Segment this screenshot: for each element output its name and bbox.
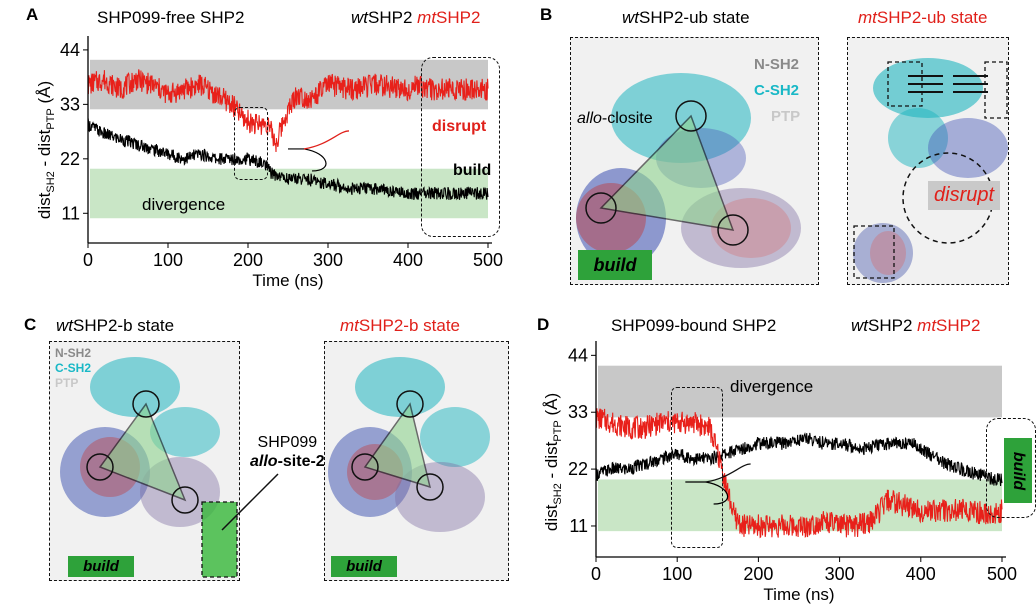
chart-d: 11 22 33 44 0 100 200 300 400 500 Time (ns) <box>568 341 1017 604</box>
allo-closite-label: allo-closite <box>577 110 653 128</box>
panel-label-d: D <box>537 315 550 334</box>
arrow-path-red <box>705 463 751 483</box>
panel-d-legend: wtSHP2 mtSHP2 <box>851 316 980 336</box>
legend-mt-prefix: mt <box>917 316 937 335</box>
chart-a-ylabel: distSH2 - distPTP (Å) <box>34 80 58 220</box>
y-tick-label: 33 <box>60 94 80 114</box>
legend-ptp: PTP <box>771 108 801 125</box>
x-tick-label: 200 <box>233 250 263 270</box>
legend-wt-suffix: SHP2 <box>368 8 413 27</box>
y-tick-label: 11 <box>569 516 588 536</box>
title-suffix: SHP2-ub state <box>876 8 988 27</box>
panel-d-title: SHP099-bound SHP2 <box>611 316 777 335</box>
y-tick-label: 44 <box>60 40 80 60</box>
annotation-divergence: divergence <box>142 195 226 214</box>
title-prefix: wt <box>622 8 639 27</box>
panel-c-left-title: wtSHP2-b state <box>56 316 174 336</box>
site-suffix: -site-2 <box>277 453 325 470</box>
legend-wt-suffix: SHP2 <box>868 316 913 335</box>
site-pointer-line <box>221 473 279 531</box>
title-prefix: mt <box>340 316 359 335</box>
x-tick-label: 0 <box>591 564 601 584</box>
title-suffix: SHP2-ub state <box>639 8 750 27</box>
y-tick-label: 22 <box>60 149 80 169</box>
dashed-box-d-1 <box>671 387 723 548</box>
dashed-box-a-1 <box>234 107 268 180</box>
panel-label-c: C <box>24 315 37 334</box>
panel-a-title: SHP099-free SHP2 <box>97 8 245 27</box>
x-tick-label: 400 <box>393 250 423 270</box>
x-tick-label: 500 <box>473 250 503 270</box>
x-tick-label: 100 <box>662 564 692 584</box>
title-suffix: SHP2-b state <box>73 316 175 335</box>
legend-mt-prefix: mt <box>417 8 437 27</box>
legend-mt-suffix: SHP2 <box>436 8 481 27</box>
arrow-path-red <box>303 130 350 150</box>
structure-image-b-left: N-SH2 C-SH2 PTP allo-closite build <box>570 37 819 285</box>
allo-suffix: -closite <box>601 110 653 127</box>
annotation-disrupt: disrupt <box>432 118 487 135</box>
build-label-d: build <box>1004 438 1032 503</box>
band-divergence <box>598 365 1002 418</box>
allo-prefix: allo <box>577 110 602 127</box>
title-prefix: mt <box>858 8 877 27</box>
build-label-d-text: build <box>1010 451 1027 490</box>
annotation-divergence-d: divergence <box>730 377 814 396</box>
x-tick-label: 300 <box>313 250 343 270</box>
x-tick-label: 0 <box>83 250 93 270</box>
structure-render-b-right <box>853 58 1008 283</box>
build-label-c-right: build <box>331 556 397 577</box>
title-suffix: SHP2-b state <box>358 316 460 335</box>
legend-wt-prefix: wt <box>351 8 368 27</box>
site-label: SHP099 allo-site-2 <box>250 433 325 471</box>
structure-image-c-left: N-SH2 C-SH2 PTP build <box>49 341 240 581</box>
legend-csh2: C-SH2 <box>754 82 800 99</box>
structure-render-c-left <box>60 357 238 578</box>
x-tick-label: 300 <box>825 564 855 584</box>
panel-label-a: A <box>26 5 39 24</box>
y-tick-label: 11 <box>61 203 80 223</box>
legend-nsh2: N-SH2 <box>55 346 92 360</box>
annotation-build: build <box>453 162 492 179</box>
x-axis-label: Time (ns) <box>763 585 834 604</box>
structure-render-b-left <box>576 73 801 268</box>
disrupt-label-b: disrupt <box>928 181 1001 210</box>
x-tick-label: 100 <box>153 250 183 270</box>
legend-nsh2: N-SH2 <box>754 56 800 73</box>
build-label-b: build <box>578 250 652 280</box>
title-prefix: wt <box>56 316 73 335</box>
series-line-mtSHP2 <box>595 408 1003 539</box>
panel-c-right-title: mtSHP2-b state <box>340 316 460 336</box>
arrow-path-black <box>288 148 327 172</box>
y-tick-label: 33 <box>568 402 588 422</box>
structure-render-c-right <box>328 357 490 532</box>
site-prefix: allo <box>250 453 278 470</box>
x-tick-label: 400 <box>906 564 936 584</box>
site-line1: SHP099 <box>257 434 318 451</box>
legend-mt-suffix: SHP2 <box>936 316 981 335</box>
x-axis-label: Time (ns) <box>252 271 323 290</box>
structure-image-c-right: build <box>324 341 509 581</box>
x-tick-label: 200 <box>743 564 773 584</box>
panel-a-legend: wtSHP2 mtSHP2 <box>351 8 480 28</box>
x-tick-label: 500 <box>987 564 1017 584</box>
series-line-wtSHP2 <box>595 432 1003 487</box>
build-label-c-left: build <box>68 556 134 577</box>
structure-image-b-right: disrupt <box>847 37 1009 285</box>
dashed-box-a-2 <box>421 57 500 237</box>
legend-wt-prefix: wt <box>851 316 868 335</box>
panel-b-left-title: wtSHP2-ub state <box>622 8 750 28</box>
y-tick-label: 44 <box>568 345 588 365</box>
legend-ptp: PTP <box>55 376 79 390</box>
panel-label-b: B <box>540 5 553 24</box>
y-tick-label: 22 <box>568 459 588 479</box>
panel-b-right-title: mtSHP2-ub state <box>858 8 987 28</box>
chart-d-ylabel: distSH2 - distPTP (Å) <box>541 392 565 532</box>
legend-csh2: C-SH2 <box>55 361 92 375</box>
